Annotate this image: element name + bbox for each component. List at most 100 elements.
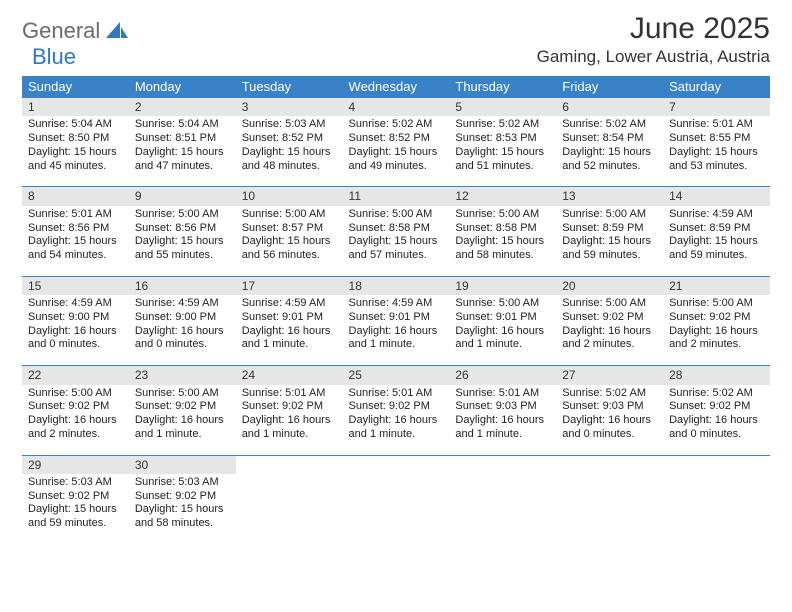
sunrise-line: Sunrise: 5:01 AM <box>455 387 550 401</box>
day-number-cell: 4 <box>343 98 450 117</box>
day1-line: Daylight: 15 hours <box>349 146 444 160</box>
day2-line: and 59 minutes. <box>669 249 764 263</box>
day2-line: and 1 minute. <box>135 428 230 442</box>
sunset-line: Sunset: 8:59 PM <box>562 222 657 236</box>
day-detail-cell <box>449 474 556 544</box>
sunrise-line: Sunrise: 5:00 AM <box>135 208 230 222</box>
day-number-cell: 30 <box>129 455 236 474</box>
day-number-cell: 17 <box>236 276 343 295</box>
day-number-cell: 25 <box>343 366 450 385</box>
day-detail-cell <box>663 474 770 544</box>
weekday-header-row: Sunday Monday Tuesday Wednesday Thursday… <box>22 76 770 98</box>
calendar-body: 1234567Sunrise: 5:04 AMSunset: 8:50 PMDa… <box>22 98 770 544</box>
day-number-cell: 14 <box>663 187 770 206</box>
day1-line: Daylight: 15 hours <box>455 235 550 249</box>
sunrise-line: Sunrise: 5:02 AM <box>669 387 764 401</box>
day-number-cell: 16 <box>129 276 236 295</box>
sunset-line: Sunset: 8:53 PM <box>455 132 550 146</box>
day2-line: and 45 minutes. <box>28 160 123 174</box>
day2-line: and 51 minutes. <box>455 160 550 174</box>
sunrise-line: Sunrise: 5:00 AM <box>455 208 550 222</box>
sunset-line: Sunset: 9:02 PM <box>669 400 764 414</box>
day1-line: Daylight: 15 hours <box>135 503 230 517</box>
sunset-line: Sunset: 8:54 PM <box>562 132 657 146</box>
sunrise-line: Sunrise: 5:00 AM <box>669 297 764 311</box>
day-number-cell: 2 <box>129 98 236 117</box>
detail-row: Sunrise: 5:01 AMSunset: 8:56 PMDaylight:… <box>22 206 770 277</box>
day-detail-cell: Sunrise: 4:59 AMSunset: 9:00 PMDaylight:… <box>129 295 236 366</box>
daynum-row: 2930 <box>22 455 770 474</box>
day-detail-cell: Sunrise: 4:59 AMSunset: 9:01 PMDaylight:… <box>236 295 343 366</box>
sunset-line: Sunset: 9:02 PM <box>669 311 764 325</box>
day-detail-cell: Sunrise: 5:02 AMSunset: 8:53 PMDaylight:… <box>449 116 556 187</box>
day-detail-cell: Sunrise: 5:02 AMSunset: 8:54 PMDaylight:… <box>556 116 663 187</box>
sunrise-line: Sunrise: 5:04 AM <box>135 118 230 132</box>
day-number-cell: 29 <box>22 455 129 474</box>
day2-line: and 48 minutes. <box>242 160 337 174</box>
day2-line: and 58 minutes. <box>135 517 230 531</box>
detail-row: Sunrise: 4:59 AMSunset: 9:00 PMDaylight:… <box>22 295 770 366</box>
day2-line: and 2 minutes. <box>562 338 657 352</box>
day-detail-cell: Sunrise: 5:00 AMSunset: 9:02 PMDaylight:… <box>22 385 129 456</box>
calendar-table: Sunday Monday Tuesday Wednesday Thursday… <box>22 76 770 544</box>
day1-line: Daylight: 15 hours <box>242 235 337 249</box>
day-detail-cell: Sunrise: 5:00 AMSunset: 8:59 PMDaylight:… <box>556 206 663 277</box>
day1-line: Daylight: 16 hours <box>135 325 230 339</box>
sunrise-line: Sunrise: 5:01 AM <box>669 118 764 132</box>
sunrise-line: Sunrise: 5:03 AM <box>135 476 230 490</box>
sunrise-line: Sunrise: 5:02 AM <box>562 387 657 401</box>
day-number-cell: 28 <box>663 366 770 385</box>
sunrise-line: Sunrise: 5:01 AM <box>28 208 123 222</box>
sunrise-line: Sunrise: 4:59 AM <box>349 297 444 311</box>
sunset-line: Sunset: 9:01 PM <box>349 311 444 325</box>
day-number-cell: 15 <box>22 276 129 295</box>
page: General Blue June 2025 Gaming, Lower Aus… <box>0 0 792 612</box>
day-number-cell: 6 <box>556 98 663 117</box>
day2-line: and 0 minutes. <box>135 338 230 352</box>
day1-line: Daylight: 15 hours <box>669 235 764 249</box>
day2-line: and 1 minute. <box>455 428 550 442</box>
day2-line: and 52 minutes. <box>562 160 657 174</box>
sunrise-line: Sunrise: 5:00 AM <box>562 208 657 222</box>
day-detail-cell: Sunrise: 5:02 AMSunset: 9:02 PMDaylight:… <box>663 385 770 456</box>
day2-line: and 55 minutes. <box>135 249 230 263</box>
day2-line: and 59 minutes. <box>28 517 123 531</box>
sunset-line: Sunset: 9:00 PM <box>135 311 230 325</box>
day1-line: Daylight: 16 hours <box>28 325 123 339</box>
day1-line: Daylight: 15 hours <box>242 146 337 160</box>
month-title: June 2025 <box>537 12 770 45</box>
day2-line: and 59 minutes. <box>562 249 657 263</box>
sunrise-line: Sunrise: 4:59 AM <box>135 297 230 311</box>
day-number-cell: 9 <box>129 187 236 206</box>
day-detail-cell: Sunrise: 5:00 AMSunset: 8:57 PMDaylight:… <box>236 206 343 277</box>
day-detail-cell: Sunrise: 5:04 AMSunset: 8:50 PMDaylight:… <box>22 116 129 187</box>
sunrise-line: Sunrise: 5:00 AM <box>28 387 123 401</box>
sunrise-line: Sunrise: 5:03 AM <box>242 118 337 132</box>
sunrise-line: Sunrise: 5:02 AM <box>562 118 657 132</box>
day2-line: and 58 minutes. <box>455 249 550 263</box>
day-number-cell: 23 <box>129 366 236 385</box>
sunrise-line: Sunrise: 4:59 AM <box>242 297 337 311</box>
day-detail-cell: Sunrise: 4:59 AMSunset: 9:01 PMDaylight:… <box>343 295 450 366</box>
day1-line: Daylight: 15 hours <box>135 235 230 249</box>
sunset-line: Sunset: 8:50 PM <box>28 132 123 146</box>
day1-line: Daylight: 16 hours <box>455 414 550 428</box>
day-detail-cell: Sunrise: 5:01 AMSunset: 9:03 PMDaylight:… <box>449 385 556 456</box>
detail-row: Sunrise: 5:04 AMSunset: 8:50 PMDaylight:… <box>22 116 770 187</box>
day-number-cell: 12 <box>449 187 556 206</box>
sunrise-line: Sunrise: 5:02 AM <box>455 118 550 132</box>
day1-line: Daylight: 15 hours <box>562 235 657 249</box>
day-number-cell: 1 <box>22 98 129 117</box>
day-number-cell: 18 <box>343 276 450 295</box>
sunset-line: Sunset: 8:57 PM <box>242 222 337 236</box>
day1-line: Daylight: 16 hours <box>28 414 123 428</box>
day-number-cell: 10 <box>236 187 343 206</box>
sunset-line: Sunset: 9:03 PM <box>455 400 550 414</box>
day-number-cell: 8 <box>22 187 129 206</box>
sunrise-line: Sunrise: 5:04 AM <box>28 118 123 132</box>
day1-line: Daylight: 15 hours <box>28 235 123 249</box>
day2-line: and 47 minutes. <box>135 160 230 174</box>
day-detail-cell: Sunrise: 5:03 AMSunset: 8:52 PMDaylight:… <box>236 116 343 187</box>
sunset-line: Sunset: 8:56 PM <box>28 222 123 236</box>
day-detail-cell: Sunrise: 5:00 AMSunset: 9:02 PMDaylight:… <box>129 385 236 456</box>
